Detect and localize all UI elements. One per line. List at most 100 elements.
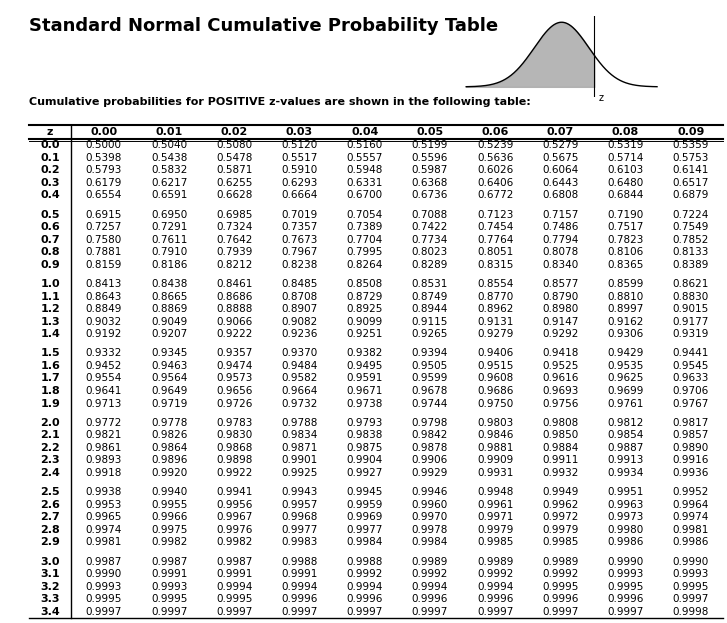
- Text: 0.7734: 0.7734: [411, 235, 448, 245]
- Text: 0.8365: 0.8365: [607, 260, 643, 270]
- Text: 0.5871: 0.5871: [216, 165, 252, 175]
- Text: 0.6293: 0.6293: [281, 178, 318, 188]
- Text: 3.2: 3.2: [41, 582, 60, 592]
- Text: 0.9265: 0.9265: [411, 329, 448, 339]
- Text: 0.9357: 0.9357: [216, 348, 252, 358]
- Text: 0.7190: 0.7190: [608, 210, 643, 220]
- Text: 0.9292: 0.9292: [542, 329, 579, 339]
- Text: 0.8212: 0.8212: [216, 260, 252, 270]
- Text: 0.01: 0.01: [156, 127, 182, 137]
- Text: 0.6517: 0.6517: [672, 178, 709, 188]
- Text: 0.9946: 0.9946: [411, 487, 448, 497]
- Text: 0.9985: 0.9985: [477, 538, 513, 548]
- Text: z: z: [47, 127, 53, 137]
- Text: 0.5279: 0.5279: [542, 140, 579, 150]
- Text: 0.9706: 0.9706: [672, 386, 709, 396]
- Text: 0.9732: 0.9732: [281, 399, 318, 409]
- Text: 0.9812: 0.9812: [607, 418, 643, 428]
- Text: 0.8888: 0.8888: [216, 304, 252, 314]
- Text: 0.9994: 0.9994: [216, 582, 252, 592]
- Text: 0.7823: 0.7823: [607, 235, 643, 245]
- Text: 0.9989: 0.9989: [477, 557, 513, 567]
- Text: 0.9970: 0.9970: [411, 512, 448, 522]
- Text: 0.9943: 0.9943: [281, 487, 318, 497]
- Text: 0.7291: 0.7291: [151, 222, 188, 232]
- Text: 0.5910: 0.5910: [281, 165, 318, 175]
- Text: 1.4: 1.4: [40, 329, 60, 339]
- Text: 0.9452: 0.9452: [86, 361, 122, 371]
- Text: 0.9948: 0.9948: [477, 487, 513, 497]
- Text: 0.9968: 0.9968: [281, 512, 318, 522]
- Text: 0.8599: 0.8599: [607, 279, 643, 289]
- Text: 0.9949: 0.9949: [542, 487, 579, 497]
- Text: 2.4: 2.4: [40, 468, 60, 478]
- Text: 0.9793: 0.9793: [347, 418, 383, 428]
- Text: 0.7852: 0.7852: [672, 235, 709, 245]
- Text: 0.0: 0.0: [41, 140, 60, 150]
- Text: 0.5199: 0.5199: [411, 140, 448, 150]
- Text: 0.9996: 0.9996: [411, 594, 448, 604]
- Text: 0.6879: 0.6879: [672, 190, 709, 200]
- Text: 0.6064: 0.6064: [542, 165, 579, 175]
- Text: 0.8869: 0.8869: [151, 304, 188, 314]
- Text: 0.7357: 0.7357: [281, 222, 318, 232]
- Text: 0.9995: 0.9995: [672, 582, 709, 592]
- Text: 0.9977: 0.9977: [281, 525, 318, 535]
- Text: 0.9474: 0.9474: [216, 361, 252, 371]
- Text: 0.6331: 0.6331: [347, 178, 383, 188]
- Text: 0.8438: 0.8438: [151, 279, 188, 289]
- Text: 0.5714: 0.5714: [607, 153, 643, 163]
- Text: 0.9893: 0.9893: [86, 455, 122, 465]
- Text: 0.9798: 0.9798: [411, 418, 448, 428]
- Text: 0.9788: 0.9788: [281, 418, 318, 428]
- Text: 0.9983: 0.9983: [281, 538, 318, 548]
- Text: 0.8729: 0.8729: [347, 292, 383, 302]
- Text: 0.9994: 0.9994: [347, 582, 383, 592]
- Text: 0.9997: 0.9997: [542, 607, 579, 617]
- Text: 0.9875: 0.9875: [347, 443, 383, 453]
- Text: 0.9990: 0.9990: [608, 557, 643, 567]
- Text: 0.9990: 0.9990: [86, 569, 122, 579]
- Text: 0.05: 0.05: [417, 127, 443, 137]
- Text: 0.7611: 0.7611: [151, 235, 188, 245]
- Text: 0.9767: 0.9767: [672, 399, 709, 409]
- Text: 0.8790: 0.8790: [542, 292, 579, 302]
- Text: 0.5398: 0.5398: [86, 153, 122, 163]
- Text: 0.9957: 0.9957: [281, 500, 318, 510]
- Text: 0.8413: 0.8413: [86, 279, 122, 289]
- Text: 0.9966: 0.9966: [151, 512, 188, 522]
- Text: 0.9656: 0.9656: [216, 386, 252, 396]
- Text: 0.8159: 0.8159: [86, 260, 122, 270]
- Text: 0.9803: 0.9803: [477, 418, 513, 428]
- Text: 0.6368: 0.6368: [411, 178, 448, 188]
- Text: 0.8554: 0.8554: [477, 279, 513, 289]
- Text: 0.9871: 0.9871: [281, 443, 318, 453]
- Text: 0.5438: 0.5438: [151, 153, 188, 163]
- Text: 0.8106: 0.8106: [608, 247, 643, 257]
- Text: 0.7454: 0.7454: [477, 222, 513, 232]
- Text: 0.9920: 0.9920: [151, 468, 187, 478]
- Text: 0.9881: 0.9881: [477, 443, 513, 453]
- Text: 0.9177: 0.9177: [672, 316, 709, 326]
- Text: 0.5478: 0.5478: [216, 153, 252, 163]
- Text: 0.8665: 0.8665: [151, 292, 188, 302]
- Text: 0.5948: 0.5948: [347, 165, 383, 175]
- Text: 0.5080: 0.5080: [216, 140, 252, 150]
- Text: 0.9998: 0.9998: [672, 607, 709, 617]
- Text: 0.5239: 0.5239: [477, 140, 513, 150]
- Text: 0.6591: 0.6591: [151, 190, 188, 200]
- Text: 0.9750: 0.9750: [477, 399, 513, 409]
- Text: 0.9783: 0.9783: [216, 418, 252, 428]
- Text: 0.5160: 0.5160: [347, 140, 383, 150]
- Text: 1.2: 1.2: [40, 304, 60, 314]
- Text: 0.7939: 0.7939: [216, 247, 252, 257]
- Text: 0.7257: 0.7257: [86, 222, 122, 232]
- Text: 0.6179: 0.6179: [86, 178, 122, 188]
- Text: 0.8485: 0.8485: [281, 279, 318, 289]
- Text: 0.9649: 0.9649: [151, 386, 188, 396]
- Text: 0.9991: 0.9991: [281, 569, 318, 579]
- Text: 0.9842: 0.9842: [411, 430, 448, 440]
- Text: 0.8849: 0.8849: [86, 304, 122, 314]
- Text: 0.7580: 0.7580: [86, 235, 122, 245]
- Text: 0.9925: 0.9925: [281, 468, 318, 478]
